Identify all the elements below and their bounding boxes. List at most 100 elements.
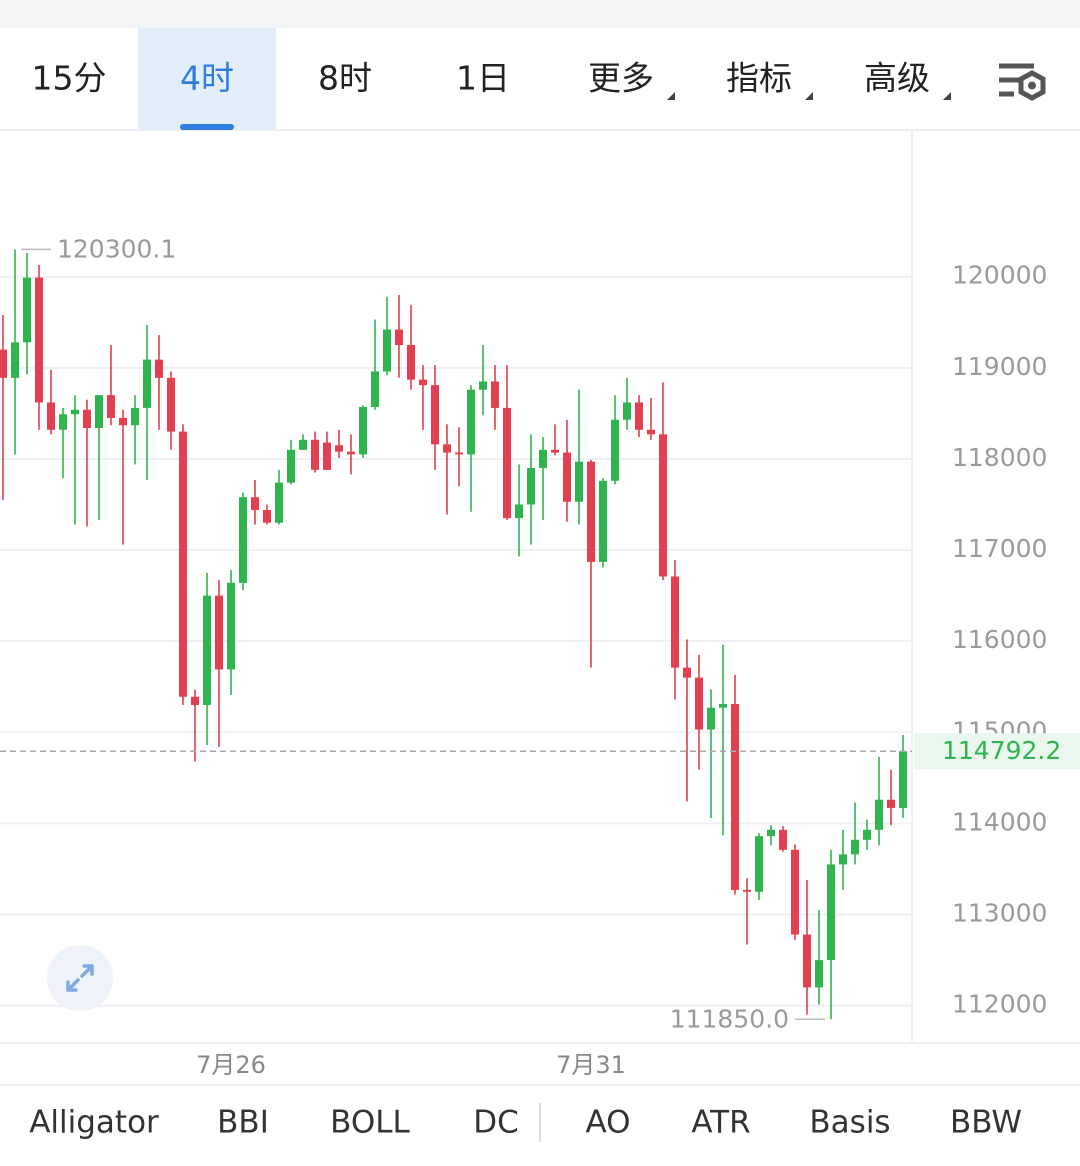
candle-body [635, 402, 643, 430]
candle-body [431, 385, 439, 445]
candle-body [587, 461, 595, 562]
candle-body [791, 849, 799, 935]
candle-body [611, 419, 619, 481]
candle-body [215, 595, 223, 670]
candle-body [35, 277, 43, 403]
candle-body [563, 452, 571, 502]
candle-body [167, 377, 175, 432]
candle-body [647, 429, 655, 435]
candle-body [599, 480, 607, 562]
candle-body [803, 934, 811, 988]
candle-body [407, 345, 415, 380]
candle-body [155, 359, 163, 378]
candle-body [191, 696, 199, 705]
candle-body [83, 409, 91, 428]
candles [0, 249, 907, 1020]
candle-body [143, 359, 151, 408]
last-price-bg [914, 733, 1080, 770]
candle-body [419, 379, 427, 386]
candle-body [383, 329, 391, 372]
tab[interactable]: 4时 [180, 59, 234, 98]
candle-body [827, 864, 835, 961]
indicator-tab[interactable]: ATR [691, 1105, 750, 1141]
indicator-tab[interactable]: AO [585, 1105, 630, 1141]
candle-body [443, 444, 451, 453]
low-label: 111850.0 [670, 1004, 789, 1033]
settings-icon[interactable] [999, 63, 1046, 101]
candle-body [455, 452, 463, 455]
candle-body [95, 395, 103, 428]
indicator-tab[interactable]: BOLL [330, 1105, 410, 1141]
tab[interactable]: 8时 [318, 59, 372, 98]
tab[interactable]: 1日 [456, 59, 510, 98]
candle-body [107, 395, 115, 418]
candle-body [503, 407, 511, 519]
y-tick-label: 114000 [952, 807, 1047, 836]
indicator-tab[interactable]: Alligator [29, 1105, 159, 1141]
candle-body [347, 451, 355, 455]
candle-body [131, 407, 139, 426]
dropdown-caret [805, 92, 813, 100]
indicator-tab[interactable]: BBW [950, 1105, 1022, 1141]
candle-body [491, 381, 499, 408]
y-tick-label: 112000 [952, 990, 1047, 1019]
candle-body [659, 434, 667, 577]
x-tick-label: 7月26 [196, 1051, 266, 1079]
candle-body [515, 504, 523, 519]
active-tab-bg [138, 28, 276, 130]
candle-body [203, 595, 211, 705]
candle-body [899, 751, 907, 808]
dropdown-caret [943, 92, 951, 100]
candle-body [227, 582, 235, 670]
candle-body [863, 829, 871, 840]
candle-body [575, 461, 583, 502]
tab[interactable]: 15分 [32, 59, 107, 98]
candle-body [299, 439, 307, 450]
candle-body [479, 381, 487, 390]
candle-body [251, 497, 259, 510]
candle-body [755, 836, 763, 892]
candle-body [887, 799, 895, 808]
candle-body [287, 449, 295, 483]
candle-body [59, 414, 67, 430]
last-price-label: 114792.2 [942, 736, 1061, 765]
indicator-tab[interactable]: Basis [809, 1105, 890, 1141]
candle-body [779, 829, 787, 850]
candle-body [263, 509, 271, 523]
x-tick-label: 7月31 [556, 1051, 626, 1079]
candle-body [683, 667, 691, 678]
grid: 1120001130001140001150001160001170001180… [0, 261, 1047, 1079]
candle-body [335, 445, 343, 452]
active-tab-indicator [180, 124, 234, 130]
y-tick-label: 119000 [952, 352, 1047, 381]
status-strip [0, 0, 1080, 28]
candle-body [119, 417, 127, 426]
candle-body [815, 960, 823, 988]
candle-body [731, 704, 739, 890]
overlays: 120300.1 111850.0 114792.2 [0, 234, 1080, 1033]
y-tick-label: 113000 [952, 899, 1047, 928]
indicator-tab[interactable]: DC [473, 1105, 519, 1141]
y-tick-label: 117000 [952, 534, 1047, 563]
candle-body [179, 431, 187, 697]
indicator-tab[interactable]: BBI [217, 1105, 269, 1141]
candle-body [743, 889, 751, 892]
candle-body [851, 839, 859, 855]
candle-body [551, 449, 559, 453]
dropdown-caret [667, 92, 675, 100]
tab[interactable]: 指标 [726, 59, 792, 98]
candle-body [719, 704, 727, 708]
expand-button[interactable] [47, 945, 113, 1011]
y-tick-label: 116000 [952, 625, 1047, 654]
candle-body [707, 707, 715, 730]
candle-body [695, 677, 703, 730]
tab[interactable]: 高级 [864, 59, 930, 98]
tab[interactable]: 更多 [588, 59, 654, 98]
candle-body [0, 349, 7, 378]
candle-body [767, 829, 775, 837]
candle-body [467, 389, 475, 455]
candle-body [359, 406, 367, 455]
candle-body [539, 449, 547, 469]
